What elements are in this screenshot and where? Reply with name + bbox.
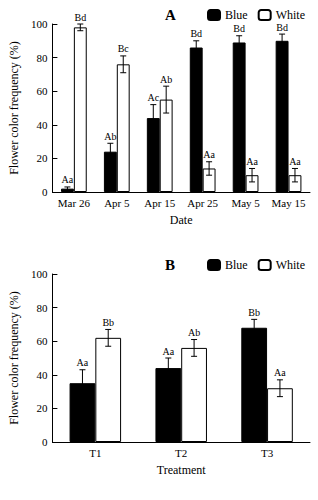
svg-text:Aa: Aa — [62, 174, 74, 185]
svg-text:Aa: Aa — [162, 346, 174, 357]
svg-text:100: 100 — [31, 18, 48, 30]
svg-text:Bd: Bd — [190, 28, 202, 39]
svg-text:Mar 26: Mar 26 — [58, 197, 91, 209]
svg-text:80: 80 — [36, 302, 48, 314]
svg-text:60: 60 — [36, 335, 48, 347]
svg-text:40: 40 — [36, 369, 48, 381]
svg-text:Bb: Bb — [248, 307, 260, 318]
svg-text:Blue: Blue — [225, 258, 248, 272]
svg-text:Aa: Aa — [274, 367, 286, 378]
svg-text:Bd: Bd — [233, 23, 245, 34]
svg-text:T2: T2 — [175, 447, 187, 459]
svg-text:Ab: Ab — [160, 74, 172, 85]
svg-text:Bb: Bb — [102, 317, 114, 328]
svg-text:Bc: Bc — [118, 43, 130, 54]
svg-text:Ac: Ac — [147, 92, 159, 103]
svg-text:Blue: Blue — [225, 8, 248, 22]
svg-text:Aa: Aa — [203, 149, 215, 160]
svg-text:May 5: May 5 — [231, 197, 260, 209]
svg-text:100: 100 — [31, 268, 48, 280]
svg-text:Ab: Ab — [188, 327, 200, 338]
svg-text:Bd: Bd — [276, 22, 288, 33]
svg-text:Flower color frequency (%): Flower color frequency (%) — [7, 291, 21, 425]
svg-text:Aa: Aa — [289, 156, 301, 167]
svg-text:T3: T3 — [261, 447, 274, 459]
svg-text:Apr 5: Apr 5 — [104, 197, 130, 209]
svg-text:May 15: May 15 — [272, 197, 306, 209]
svg-text:0: 0 — [42, 436, 48, 448]
svg-text:0: 0 — [42, 186, 48, 198]
svg-text:B: B — [165, 257, 175, 273]
svg-text:Flower color frequency (%): Flower color frequency (%) — [7, 41, 21, 175]
svg-text:T1: T1 — [89, 447, 101, 459]
svg-text:20: 20 — [36, 152, 48, 164]
svg-text:Aa: Aa — [246, 156, 258, 167]
svg-text:40: 40 — [36, 119, 48, 131]
svg-text:Date: Date — [170, 213, 193, 227]
svg-text:White: White — [276, 8, 305, 22]
svg-text:80: 80 — [36, 52, 48, 64]
svg-text:Apr 25: Apr 25 — [187, 197, 218, 209]
svg-text:White: White — [276, 258, 305, 272]
svg-text:Treatment: Treatment — [157, 463, 207, 477]
svg-text:Bd: Bd — [74, 12, 86, 23]
svg-text:20: 20 — [36, 402, 48, 414]
svg-text:Ab: Ab — [104, 131, 116, 142]
svg-text:Apr 15: Apr 15 — [144, 197, 175, 209]
svg-text:Aa: Aa — [77, 357, 89, 368]
svg-text:A: A — [165, 7, 176, 23]
svg-text:60: 60 — [36, 85, 48, 97]
